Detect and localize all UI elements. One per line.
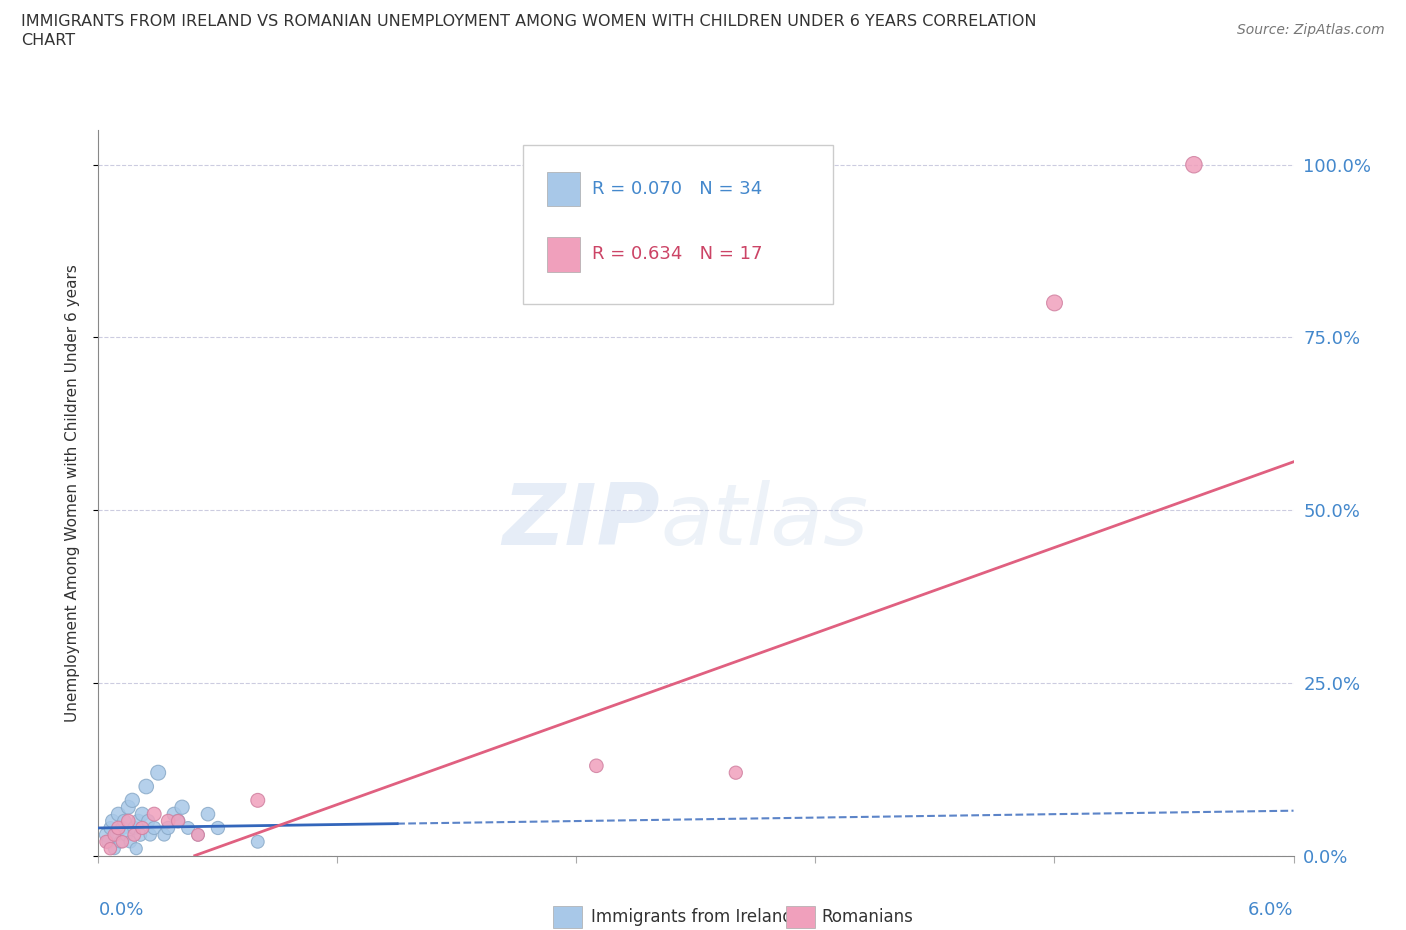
Point	[207, 820, 229, 835]
Point	[1182, 157, 1205, 172]
Text: ZIP: ZIP	[502, 481, 661, 564]
Point	[115, 828, 138, 843]
Point	[127, 814, 149, 829]
Point	[112, 814, 135, 829]
Point	[163, 806, 186, 821]
Point	[124, 828, 146, 843]
Point	[139, 828, 162, 843]
Point	[125, 842, 148, 857]
Point	[197, 806, 219, 821]
Point	[246, 834, 269, 849]
Point	[121, 793, 143, 808]
Point	[105, 828, 128, 843]
Point	[131, 820, 153, 835]
Text: Romanians: Romanians	[821, 909, 914, 926]
Point	[167, 814, 190, 829]
Point	[103, 842, 125, 857]
Point	[167, 814, 190, 829]
Point	[153, 828, 176, 843]
Point	[131, 806, 153, 821]
Point	[98, 820, 122, 835]
Point	[143, 820, 166, 835]
Point	[129, 828, 152, 843]
Point	[124, 820, 146, 835]
Y-axis label: Unemployment Among Women with Children Under 6 years: Unemployment Among Women with Children U…	[65, 264, 80, 722]
FancyBboxPatch shape	[553, 907, 582, 928]
Point	[724, 765, 747, 780]
Point	[157, 814, 180, 829]
Point	[135, 779, 157, 794]
FancyBboxPatch shape	[547, 237, 581, 272]
Point	[157, 820, 180, 835]
Point	[187, 828, 209, 843]
Text: IMMIGRANTS FROM IRELAND VS ROMANIAN UNEMPLOYMENT AMONG WOMEN WITH CHILDREN UNDER: IMMIGRANTS FROM IRELAND VS ROMANIAN UNEM…	[21, 14, 1036, 29]
FancyBboxPatch shape	[547, 171, 581, 206]
Text: atlas: atlas	[661, 481, 868, 564]
Point	[107, 820, 129, 835]
Point	[117, 800, 139, 815]
Point	[177, 820, 200, 835]
Point	[103, 828, 125, 843]
Point	[120, 834, 142, 849]
Point	[136, 814, 159, 829]
Point	[111, 834, 134, 849]
Point	[96, 834, 118, 849]
Point	[585, 758, 607, 773]
Point	[97, 834, 120, 849]
Text: R = 0.634   N = 17: R = 0.634 N = 17	[592, 246, 762, 263]
Text: R = 0.070   N = 34: R = 0.070 N = 34	[592, 180, 762, 198]
Text: 0.0%: 0.0%	[98, 900, 143, 919]
Point	[148, 765, 170, 780]
Text: CHART: CHART	[21, 33, 75, 47]
Point	[110, 834, 132, 849]
Point	[172, 800, 194, 815]
Text: 6.0%: 6.0%	[1249, 900, 1294, 919]
Point	[111, 820, 134, 835]
Point	[107, 806, 129, 821]
Point	[117, 814, 139, 829]
FancyBboxPatch shape	[523, 145, 834, 304]
Point	[187, 828, 209, 843]
Point	[1043, 296, 1066, 311]
Text: Immigrants from Ireland: Immigrants from Ireland	[591, 909, 793, 926]
Point	[98, 842, 122, 857]
Point	[101, 814, 124, 829]
Text: Source: ZipAtlas.com: Source: ZipAtlas.com	[1237, 23, 1385, 37]
Point	[143, 806, 166, 821]
FancyBboxPatch shape	[786, 907, 815, 928]
Point	[246, 793, 269, 808]
Point	[96, 828, 118, 843]
